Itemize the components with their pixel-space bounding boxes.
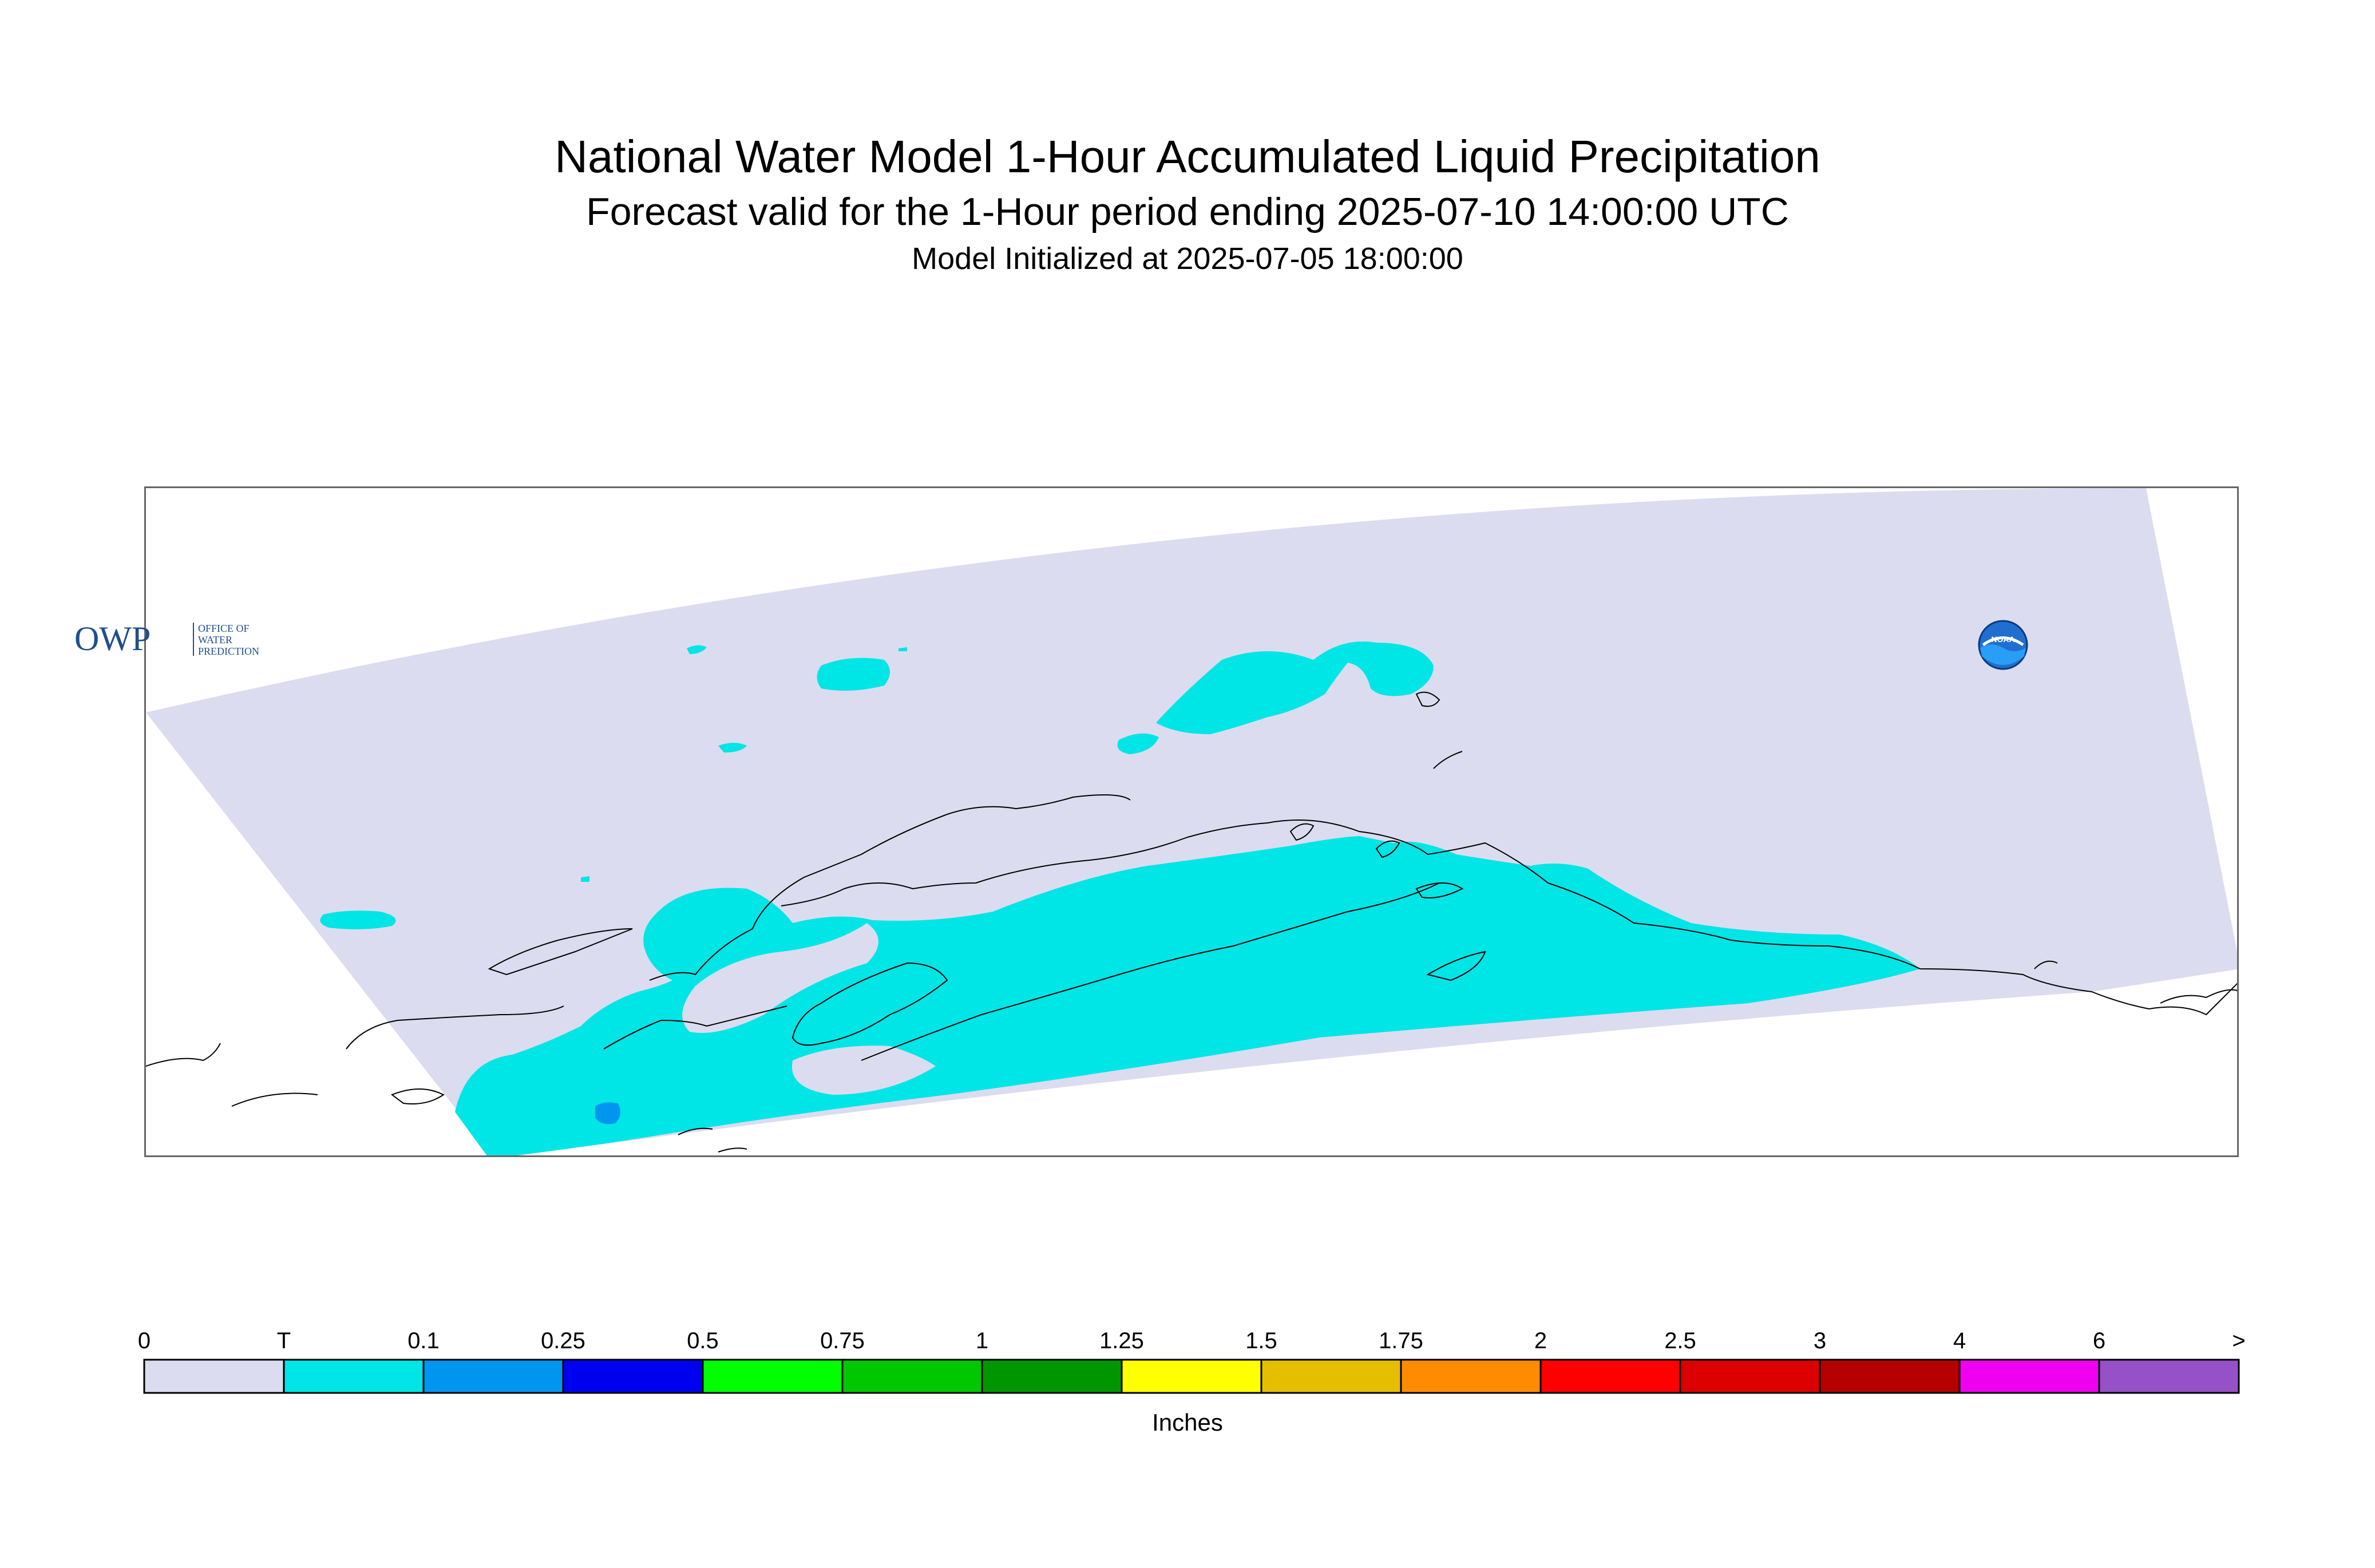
precip-area-west [320, 910, 396, 929]
legend-tick-label: 0.1 [407, 1328, 440, 1353]
precip-area-north-6 [898, 647, 907, 651]
legend-swatch [1958, 1359, 2100, 1394]
noaa-logo-icon: NOAA [1978, 620, 2028, 670]
legend-swatch [422, 1359, 564, 1394]
owp-logo-subtext-3: PREDICTION [198, 646, 259, 657]
coastlines [146, 691, 2237, 1153]
legend-swatch [1679, 1359, 1821, 1394]
precip-area-bristol [682, 923, 878, 1033]
precip-area-0-1 [595, 1102, 620, 1124]
owp-logo-text: OWP [74, 620, 151, 658]
legend-swatch [283, 1359, 425, 1394]
legend-tick-label: 2 [1534, 1328, 1547, 1353]
legend-tick-label: 0.75 [820, 1328, 865, 1353]
color-legend: 0 T 0.1 0.25 0.5 0.75 1 1.25 1.5 1.75 2 2.5 3 4 6 > [138, 1328, 2246, 1394]
owp-logo-subtext-1: OFFICE OF [198, 623, 250, 634]
owp-logo-subtext-2: WATER [198, 634, 232, 646]
legend-swatch [143, 1359, 285, 1394]
legend-swatch [1121, 1359, 1262, 1394]
map-title: National Water Model 1-Hour Accumulated … [555, 131, 1820, 182]
map-panel [144, 486, 2239, 1157]
legend-tick-label: 1.25 [1099, 1328, 1144, 1353]
legend-tick-label: 2.5 [1664, 1328, 1696, 1353]
legend-tick-label: 0.5 [687, 1328, 719, 1353]
precip-area-north-3 [1117, 733, 1159, 754]
legend-tick-label: 1.75 [1379, 1328, 1423, 1353]
legend-tick-label: T [277, 1328, 291, 1353]
legend-tick-label: 3 [1814, 1328, 1826, 1353]
legend-tick-label: 6 [2093, 1328, 2105, 1353]
legend-swatch [1819, 1359, 1961, 1394]
precip-area-north-2 [1156, 642, 1434, 734]
legend-swatch [841, 1359, 983, 1394]
legend-swatch [1260, 1359, 1402, 1394]
legend-tick-label: 1.5 [1245, 1328, 1277, 1353]
legend-swatch [2098, 1359, 2240, 1394]
map-subtitle: Forecast valid for the 1-Hour period end… [586, 190, 1789, 233]
legend-units: Inches [1152, 1409, 1223, 1436]
legend-tick-label: 0.25 [541, 1328, 585, 1353]
legend-swatch [562, 1359, 704, 1394]
precip-trace-areas [320, 642, 1920, 1155]
precip-area-north-4 [718, 743, 747, 753]
precip-area-north-5 [687, 645, 707, 654]
legend-swatch [981, 1359, 1123, 1394]
noaa-logo-text: NOAA [1991, 635, 2014, 644]
legend-tick-label: > [2232, 1328, 2245, 1353]
precip-area-bay [791, 1046, 936, 1095]
legend-tick-label: 1 [976, 1328, 988, 1353]
model-init-time: Model Initialized at 2025-07-05 18:00:00 [912, 241, 1463, 276]
precipitation-map [146, 488, 2237, 1155]
legend-swatch [1539, 1359, 1681, 1394]
legend-tick-label: 0 [138, 1328, 151, 1353]
precip-area-north-1 [817, 658, 890, 691]
precip-area-speck [581, 876, 589, 882]
owp-logo-icon: OWP OFFICE OF WATER PREDICTION [74, 620, 259, 658]
legend-swatch [702, 1359, 844, 1394]
legend-tick-label: 4 [1953, 1328, 1966, 1353]
legend-swatch [1400, 1359, 1542, 1394]
